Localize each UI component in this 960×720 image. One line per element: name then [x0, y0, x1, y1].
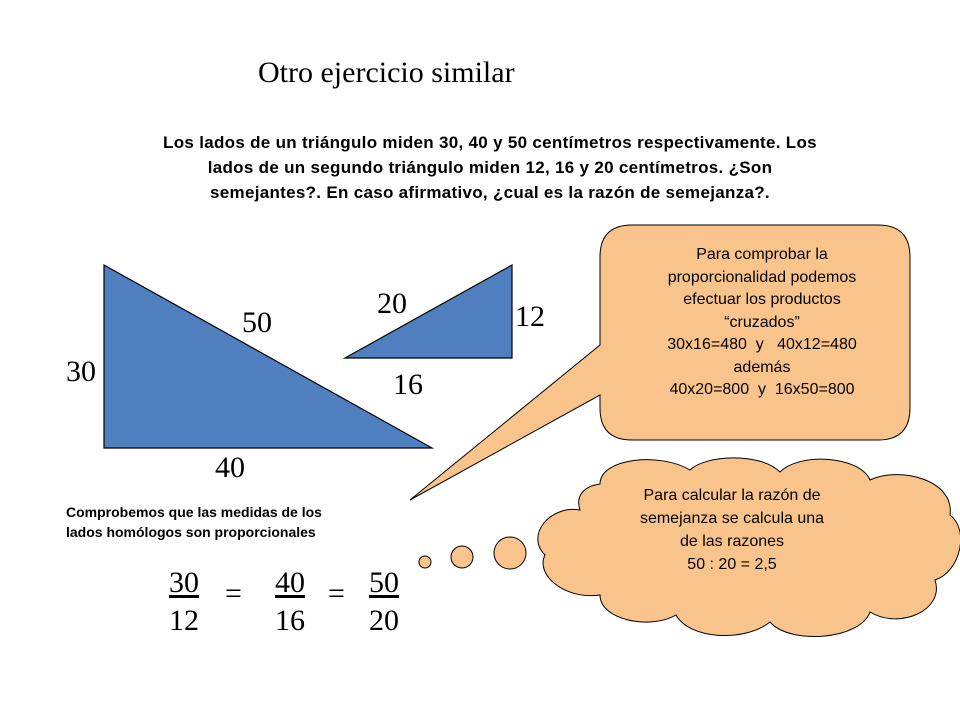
cloud-line: Para calcular la razón de — [643, 487, 821, 504]
big-triangle — [103, 263, 435, 449]
big-triangle-hypotenuse: 50 — [242, 306, 272, 339]
ratio-numerator: 30 — [169, 566, 199, 599]
equals-sign: = — [328, 577, 345, 610]
problem-line: Los lados de un triángulo miden 30, 40 y… — [163, 133, 817, 152]
ratio-fraction: 40 16 — [268, 566, 312, 638]
equals-sign: = — [225, 577, 242, 610]
ratio-denominator: 16 — [275, 604, 305, 637]
small-triangle — [342, 263, 513, 359]
cloud-line: semejanza se calcula una — [639, 510, 825, 527]
big-triangle-side-vertical: 30 — [66, 355, 96, 388]
bubble-line: Para comprobar la — [696, 246, 828, 263]
speech-bubble-text: Para comprobar la proporcionalidad podem… — [612, 244, 912, 402]
bubble-line: proporcionalidad podemos — [667, 268, 857, 286]
ratio-numerator: 50 — [369, 566, 399, 599]
ratio-fraction: 30 12 — [162, 566, 206, 638]
ratio-denominator: 20 — [369, 604, 399, 637]
thought-cloud — [418, 457, 960, 638]
problem-statement: Los lados de un triángulo miden 30, 40 y… — [80, 130, 900, 205]
bubble-line: además — [733, 358, 791, 376]
bubble-line: efectuar los productos — [683, 291, 841, 308]
thought-cloud-text: Para calcular la razón de semejanza se c… — [592, 484, 872, 576]
big-triangle-side-horizontal: 40 — [215, 451, 245, 484]
cloud-line: de las razones — [679, 533, 785, 550]
check-line: lados homólogos son proporcionales — [66, 524, 316, 540]
problem-line: lados de un segundo triángulo miden 12, … — [207, 158, 773, 177]
page-title: Otro ejercicio similar — [258, 56, 515, 89]
ratio-denominator: 12 — [169, 604, 199, 637]
small-triangle-side-vertical: 12 — [515, 300, 545, 333]
bubble-line: 30x16=480 y 40x12=480 — [667, 336, 857, 353]
bubble-line: “cruzados” — [724, 313, 800, 331]
check-proportional-text: Comprobemos que las medidas de los lados… — [66, 502, 416, 542]
problem-line: semejantes?. En caso afirmativo, ¿cual e… — [210, 183, 770, 202]
small-triangle-hypotenuse: 20 — [377, 287, 407, 320]
ratio-fraction: 50 20 — [362, 566, 406, 638]
check-line: Comprobemos que las medidas de los — [66, 504, 322, 520]
cloud-line: 50 : 20 = 2,5 — [687, 556, 777, 573]
ratio-numerator: 40 — [275, 566, 305, 599]
bubble-line: 40x20=800 y 16x50=800 — [669, 381, 855, 398]
small-triangle-side-horizontal: 16 — [393, 368, 423, 401]
speech-bubble — [409, 224, 911, 501]
